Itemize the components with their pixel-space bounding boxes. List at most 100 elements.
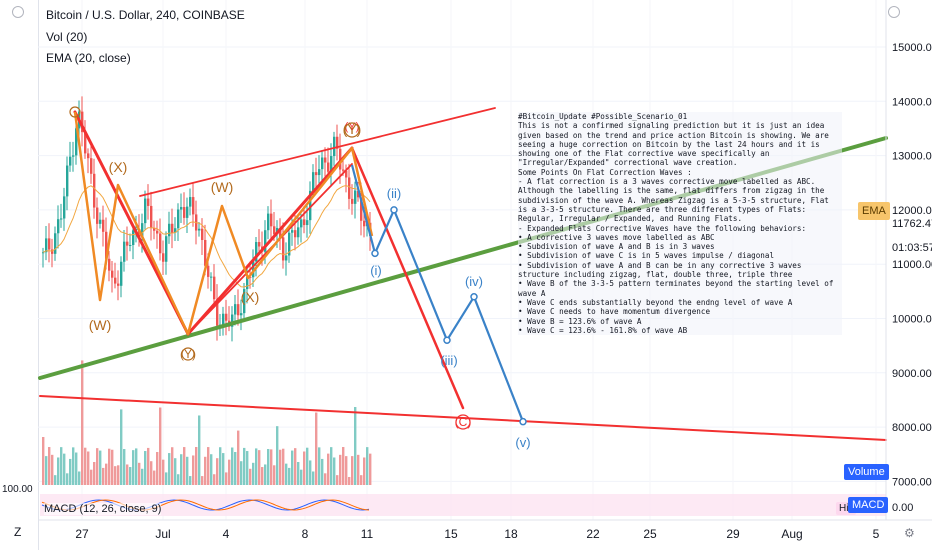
gear-icon[interactable]: ⚙ [904, 526, 915, 540]
volume-legend[interactable]: Vol (20) [46, 30, 88, 44]
volume-bar [108, 448, 111, 485]
price-axis[interactable]: 15000.00 14000.00 13000.00 12000.00 11000.00… [2, 0, 932, 520]
time-tick-label: 22 [586, 527, 600, 541]
volume-bar [345, 456, 348, 485]
volume-bar [213, 474, 216, 485]
candle-body [183, 207, 186, 218]
pivot-marker [69, 106, 81, 118]
wave-label-i: (i) [370, 263, 382, 278]
candle-body [180, 207, 183, 210]
volume-bar [75, 452, 78, 485]
wave-label-w: (W) [89, 317, 112, 333]
volume-bar [45, 456, 48, 485]
ema-legend[interactable]: EMA (20, close) [46, 51, 131, 65]
symbol-title[interactable]: Bitcoin / U.S. Dollar, 240, COINBASE [46, 8, 245, 22]
macd-line [41, 499, 370, 511]
volume-bar [279, 449, 282, 485]
wave-label-v: (v) [515, 435, 530, 450]
volume-bar [285, 463, 288, 485]
volume-bar [195, 447, 198, 485]
volume-bar [324, 473, 327, 485]
candle-body [348, 177, 351, 199]
volume-bar [129, 467, 132, 485]
volume-bar [357, 454, 360, 485]
time-axis[interactable]: 27 Jul 4 8 11 15 18 22 25 29 Aug 5 [38, 519, 932, 541]
volume-bar [186, 456, 189, 485]
volume-bar [219, 447, 222, 485]
candle-body [270, 213, 273, 227]
volume-bar [267, 449, 270, 485]
macd-legend[interactable]: MACD (12, 26, close, 9) [44, 503, 162, 515]
candle-body [153, 228, 156, 231]
eye-icon[interactable] [12, 6, 24, 18]
ema-line [42, 184, 371, 288]
volume-bar [225, 472, 228, 485]
candle-body [102, 219, 105, 232]
volume-bar [78, 471, 81, 485]
time-tick-label: 18 [504, 527, 518, 541]
candle-body [171, 223, 174, 233]
candle-body [321, 157, 324, 170]
volume-bar [105, 463, 108, 485]
volume-bar [189, 476, 192, 485]
volume-bar [183, 447, 186, 485]
volume-bar [102, 467, 105, 485]
volume-bar [54, 475, 57, 485]
candle-body [126, 241, 129, 246]
volume-bar [174, 458, 177, 485]
note-line: • Wave B = 123.6% of wave A [518, 316, 642, 326]
macd-badge: MACD [848, 497, 889, 513]
note-line: Some Points On Flat Correction Waves : [518, 167, 692, 177]
candle-body [213, 276, 216, 300]
candle-body [198, 228, 201, 231]
candle-body [303, 219, 306, 226]
ema-badge: EMA [858, 202, 890, 220]
macd-axis-label: 0.00 [892, 502, 913, 514]
volume-bar [240, 461, 243, 485]
volume-bar [327, 453, 330, 485]
volume-bar [147, 447, 150, 485]
candle-body [69, 156, 72, 166]
note-line: - Expanded Flats Corrective Waves have t… [518, 223, 807, 233]
candle-body [138, 229, 141, 238]
candle-body [360, 197, 363, 221]
candle-body [273, 226, 276, 235]
candle-body [96, 207, 99, 224]
volume-bar [234, 451, 237, 485]
volume-bar [270, 449, 273, 485]
candle-body [81, 111, 84, 133]
candle-body [333, 136, 336, 157]
candle-body [117, 283, 120, 286]
candle-body [72, 155, 75, 157]
candle-body [54, 233, 57, 254]
volume-bar [246, 451, 249, 485]
candle-body [291, 230, 294, 233]
volume-bar [207, 447, 210, 485]
volume-bar [192, 455, 195, 485]
volume-bar [363, 457, 366, 485]
volume-bar [288, 467, 291, 485]
candle-body [237, 304, 240, 316]
candle-body [93, 173, 96, 208]
settings-icon[interactable] [888, 6, 900, 18]
candle-body [288, 232, 291, 256]
volume-bar [312, 471, 315, 485]
zoom-label[interactable]: Z [14, 525, 22, 539]
candle-body [327, 162, 330, 172]
candle-body [351, 198, 354, 204]
candle-body [210, 276, 213, 278]
candle-body [357, 190, 360, 198]
candle-body [123, 241, 126, 262]
volume-bar [300, 469, 303, 485]
macd-background [40, 494, 886, 516]
volume-bar [318, 447, 321, 485]
candle-body [246, 276, 249, 290]
candle-body [108, 258, 111, 271]
candle-body [231, 314, 234, 327]
candle-body [264, 230, 267, 252]
time-tick-label: 15 [444, 527, 458, 541]
price-tick-label: 13000.00 [892, 151, 932, 163]
candle-body [201, 228, 204, 240]
candle-body [234, 304, 237, 315]
candle-body [330, 156, 333, 172]
